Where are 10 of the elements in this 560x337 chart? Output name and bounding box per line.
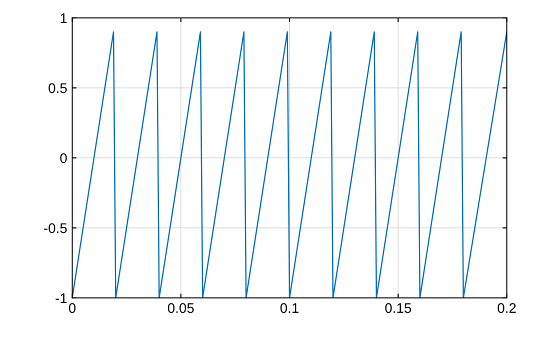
y-tick-label: 1 [60, 13, 67, 23]
x-tick-label: 0.05 [168, 303, 194, 313]
y-tick-label: 0 [60, 153, 67, 164]
x-tick-label: 0.1 [280, 303, 298, 313]
y-tick-label: -0.5 [44, 223, 67, 234]
y-tick-label: -1 [56, 293, 67, 303]
x-tick-label: 0.2 [498, 303, 516, 313]
x-tick-label: 0.15 [385, 303, 412, 313]
y-tick-label: 0.5 [48, 83, 67, 94]
x-tick-label: 0 [68, 303, 76, 313]
